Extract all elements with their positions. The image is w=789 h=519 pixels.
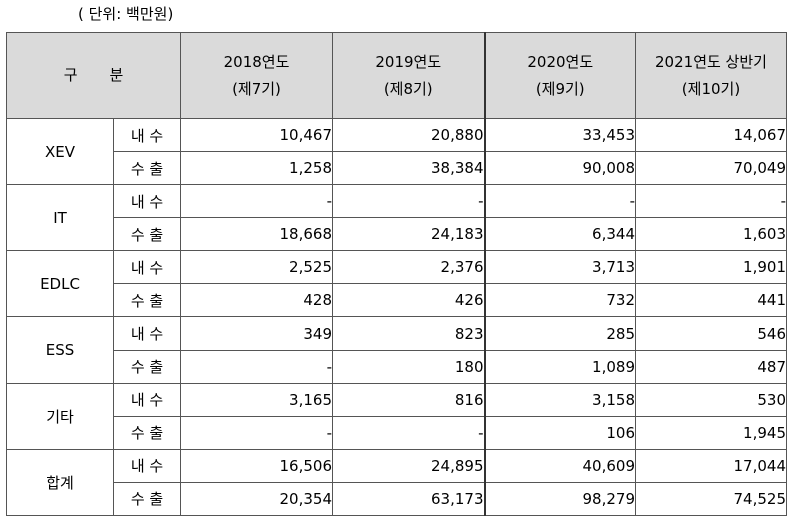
cell-2018: 18,668 [180, 217, 333, 252]
cell-2020: 106 [483, 415, 636, 450]
header-category-a: 구 [63, 66, 78, 84]
cell-2020: 98,279 [483, 481, 636, 517]
header-term: (제8기) [383, 79, 433, 98]
header-category-b: 분 [109, 66, 124, 84]
cell-2020: 40,609 [483, 448, 636, 483]
cell-2021: 441 [635, 283, 787, 318]
group-name: IT [6, 184, 114, 252]
cell-2018: 1,258 [180, 151, 333, 186]
table-row: 수 출 -180 1,089 487 [7, 349, 787, 384]
cell-2020: 3,713 [483, 250, 636, 285]
cell-2019: 24,895 [332, 448, 485, 483]
cell-2018: 2,525 [180, 250, 333, 285]
header-term: (제10기) [681, 79, 741, 98]
row-subcategory: 수 출 [113, 481, 181, 517]
cell-2020: 732 [483, 283, 636, 318]
table-row: XEV 내 수 10,467 20,880 33,453 14,067 [6, 117, 787, 186]
cell-2018: 3,165 [180, 382, 333, 417]
table-row: IT 내 수---- [6, 184, 787, 252]
cell-2020: 1,089 [483, 349, 636, 384]
header-year: 2021연도 상반기 [655, 52, 767, 71]
cell-2021: 546 [635, 316, 787, 351]
cell-2018: 10,467 [180, 117, 333, 153]
cell-2019: 180 [332, 349, 485, 384]
table-row: 수 출 - -106 1,945 [7, 415, 787, 450]
row-subcategory: 수 출 [113, 151, 181, 186]
cell-2021: 70,049 [635, 151, 787, 186]
cell-2020: - [483, 184, 636, 219]
cell-2019: - [332, 415, 485, 450]
cell-2021: 1,901 [635, 250, 787, 285]
cell-2020: 6,344 [483, 217, 636, 252]
cell-2018: 428 [180, 283, 333, 318]
row-subcategory: 내 수 [113, 316, 181, 351]
row-subcategory: 수 출 [113, 217, 181, 252]
cell-2019: 20,880 [332, 117, 485, 153]
table-row: ESS 내 수 349 823 285 546 [6, 316, 787, 384]
row-subcategory: 내 수 [113, 448, 181, 483]
group-name: XEV [6, 117, 114, 186]
row-subcategory: 내 수 [113, 382, 181, 417]
cell-2019: 63,173 [332, 481, 485, 517]
cell-2021: 1,945 [635, 415, 787, 450]
table-row: 수 출 428 426 732 441 [7, 283, 787, 318]
cell-2019: 426 [332, 283, 485, 318]
group-name: 기타 [6, 382, 114, 450]
table-row: EDLC 내 수 2,525 2,376 3,713 1,901 [6, 250, 787, 318]
header-col-2019: 2019연도 (제8기) [332, 32, 485, 119]
header-col-2021: 2021연도 상반기 (제10기) [635, 32, 787, 119]
table-row: 합계 내 수 16,506 24,895 40,609 17,044 [6, 448, 787, 517]
row-subcategory: 내 수 [113, 250, 181, 285]
cell-2021: 14,067 [635, 117, 787, 153]
group-name: 합계 [6, 448, 114, 517]
cell-2019: 24,183 [332, 217, 485, 252]
header-year: 2019연도 [375, 52, 442, 71]
cell-2018: - [180, 184, 333, 219]
table-row: 수 출 1,258 38,384 90,008 70,049 [7, 151, 787, 186]
cell-2019: 816 [332, 382, 485, 417]
cell-2021: 1,603 [635, 217, 787, 252]
table-row: 수 출 20,354 63,173 98,279 74,525 [7, 481, 787, 517]
header-year: 2018연도 [223, 52, 290, 71]
group-name: ESS [6, 316, 114, 384]
row-subcategory: 수 출 [113, 415, 181, 450]
cell-2019: 823 [332, 316, 485, 351]
cell-2018: - [180, 349, 333, 384]
cell-2021: 17,044 [635, 448, 787, 483]
header-col-2018: 2018연도 (제7기) [180, 32, 333, 119]
row-subcategory: 수 출 [113, 283, 181, 318]
cell-2018: 349 [180, 316, 333, 351]
cell-2021: 487 [635, 349, 787, 384]
cell-2021: - [635, 184, 787, 219]
header-col-2020: 2020연도 (제9기) [483, 32, 636, 119]
cell-2021: 530 [635, 382, 787, 417]
cell-2020: 285 [483, 316, 636, 351]
cell-2019: - [332, 184, 485, 219]
cell-2019: 38,384 [332, 151, 485, 186]
row-subcategory: 내 수 [113, 117, 181, 153]
header-term: (제9기) [535, 79, 585, 98]
unit-label: ( 단위: 백만원) [78, 5, 174, 23]
table-row: 수 출 18,668 24,183 6,344 1,603 [7, 217, 787, 252]
cell-2018: 16,506 [180, 448, 333, 483]
cell-2018: 20,354 [180, 481, 333, 517]
cell-2019: 2,376 [332, 250, 485, 285]
cell-2020: 33,453 [483, 117, 636, 153]
group-name: EDLC [6, 250, 114, 318]
cell-2020: 90,008 [483, 151, 636, 186]
row-subcategory: 내 수 [113, 184, 181, 219]
cell-2018: - [180, 415, 333, 450]
cell-2020: 3,158 [483, 382, 636, 417]
header-year: 2020연도 [527, 52, 594, 71]
table-row: 기타 내 수 3,165 816 3,158 530 [6, 382, 787, 450]
header-term: (제7기) [232, 79, 281, 98]
cell-2021: 74,525 [635, 481, 787, 517]
row-subcategory: 수 출 [113, 349, 181, 384]
